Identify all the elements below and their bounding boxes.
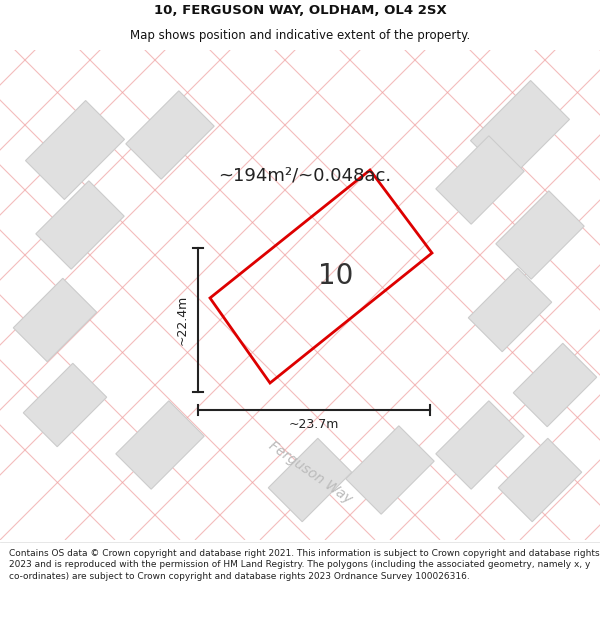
Polygon shape (23, 363, 107, 447)
Polygon shape (436, 401, 524, 489)
Polygon shape (26, 101, 124, 199)
Polygon shape (513, 343, 597, 427)
Polygon shape (498, 438, 582, 522)
Text: Contains OS data © Crown copyright and database right 2021. This information is : Contains OS data © Crown copyright and d… (9, 549, 599, 581)
Polygon shape (36, 181, 124, 269)
Text: Map shows position and indicative extent of the property.: Map shows position and indicative extent… (130, 29, 470, 42)
Polygon shape (436, 136, 524, 224)
Polygon shape (268, 438, 352, 522)
Text: Ferguson Way: Ferguson Way (266, 438, 355, 506)
Text: 10, FERGUSON WAY, OLDHAM, OL4 2SX: 10, FERGUSON WAY, OLDHAM, OL4 2SX (154, 4, 446, 18)
Polygon shape (126, 91, 214, 179)
Polygon shape (13, 278, 97, 362)
Polygon shape (116, 401, 204, 489)
Text: 10: 10 (318, 262, 353, 290)
Polygon shape (470, 81, 569, 179)
Polygon shape (468, 268, 552, 352)
Polygon shape (346, 426, 434, 514)
Text: ~23.7m: ~23.7m (289, 419, 339, 431)
Text: ~22.4m: ~22.4m (176, 295, 188, 345)
Text: ~194m²/~0.048ac.: ~194m²/~0.048ac. (218, 166, 392, 184)
Polygon shape (496, 191, 584, 279)
